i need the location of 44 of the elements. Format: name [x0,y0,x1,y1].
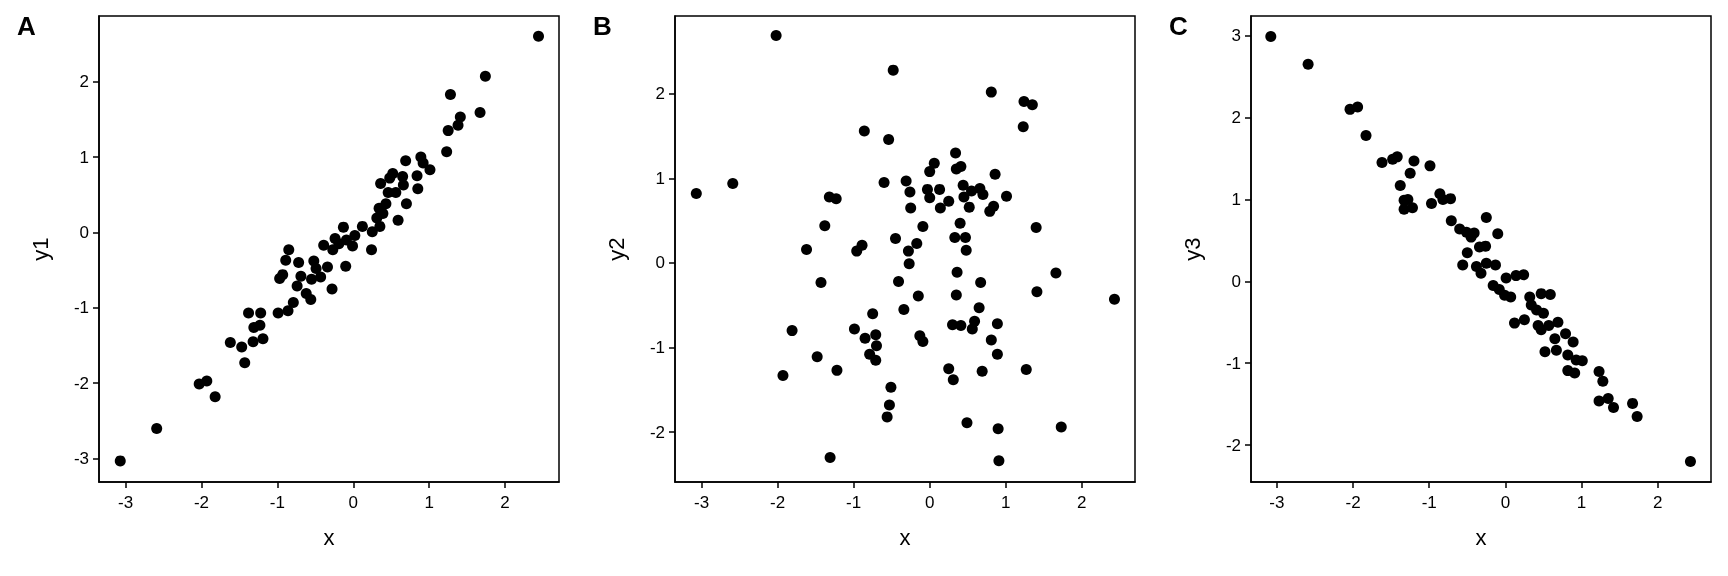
x-tick-label: 0 [1500,493,1511,512]
y-tick-label: -1 [649,338,665,358]
x-axis-title: x [323,524,335,550]
y-tick-label: 2 [79,72,89,92]
x-axis-title: x [899,524,911,550]
y-tick-label: -2 [1225,435,1241,455]
y-tick-label: -2 [649,422,665,442]
x-tick-label: -1 [846,493,862,512]
y-axis-title: y3 [1179,237,1205,261]
y-tick-label: 0 [655,253,665,273]
y-tick-label: 2 [655,84,665,104]
x-tick-label: 1 [1001,493,1011,512]
x-tick-label: -1 [1421,493,1437,512]
x-tick-label: 1 [424,493,434,512]
y-tick-label: 0 [79,222,89,242]
y-tick-label: -2 [73,373,89,393]
chart-title: A [17,11,36,41]
x-tick-label: 0 [924,493,935,512]
y-tick-label: 3 [1231,26,1241,46]
x-axis-title: x [1475,524,1487,550]
y-axis-title: y1 [27,237,53,261]
y-tick-label: -3 [73,449,89,469]
x-tick-label: -2 [1345,493,1361,512]
x-tick-label: -1 [269,493,285,512]
y-tick-label: -1 [1225,353,1241,373]
y-tick-label: 1 [79,147,89,167]
x-tick-label: -3 [1269,493,1285,512]
y-tick-label: 1 [1231,189,1241,209]
x-tick-label: 2 [1077,493,1087,512]
y-tick-label: -1 [73,298,89,318]
chart-title: B [593,11,612,41]
x-tick-label: 2 [500,493,510,512]
x-tick-label: 0 [348,493,359,512]
y-tick-label: 2 [1231,108,1241,128]
y-axis-title: y2 [603,237,629,261]
x-tick-label: -3 [118,493,134,512]
x-tick-label: -3 [694,493,710,512]
x-tick-label: 1 [1576,493,1587,512]
y-tick-label: 0 [1231,271,1241,291]
chart-title: C [1169,11,1188,41]
x-tick-label: 2 [1652,493,1663,512]
y-tick-label: 1 [655,168,665,188]
x-tick-label: -2 [770,493,786,512]
x-tick-label: -2 [193,493,210,512]
